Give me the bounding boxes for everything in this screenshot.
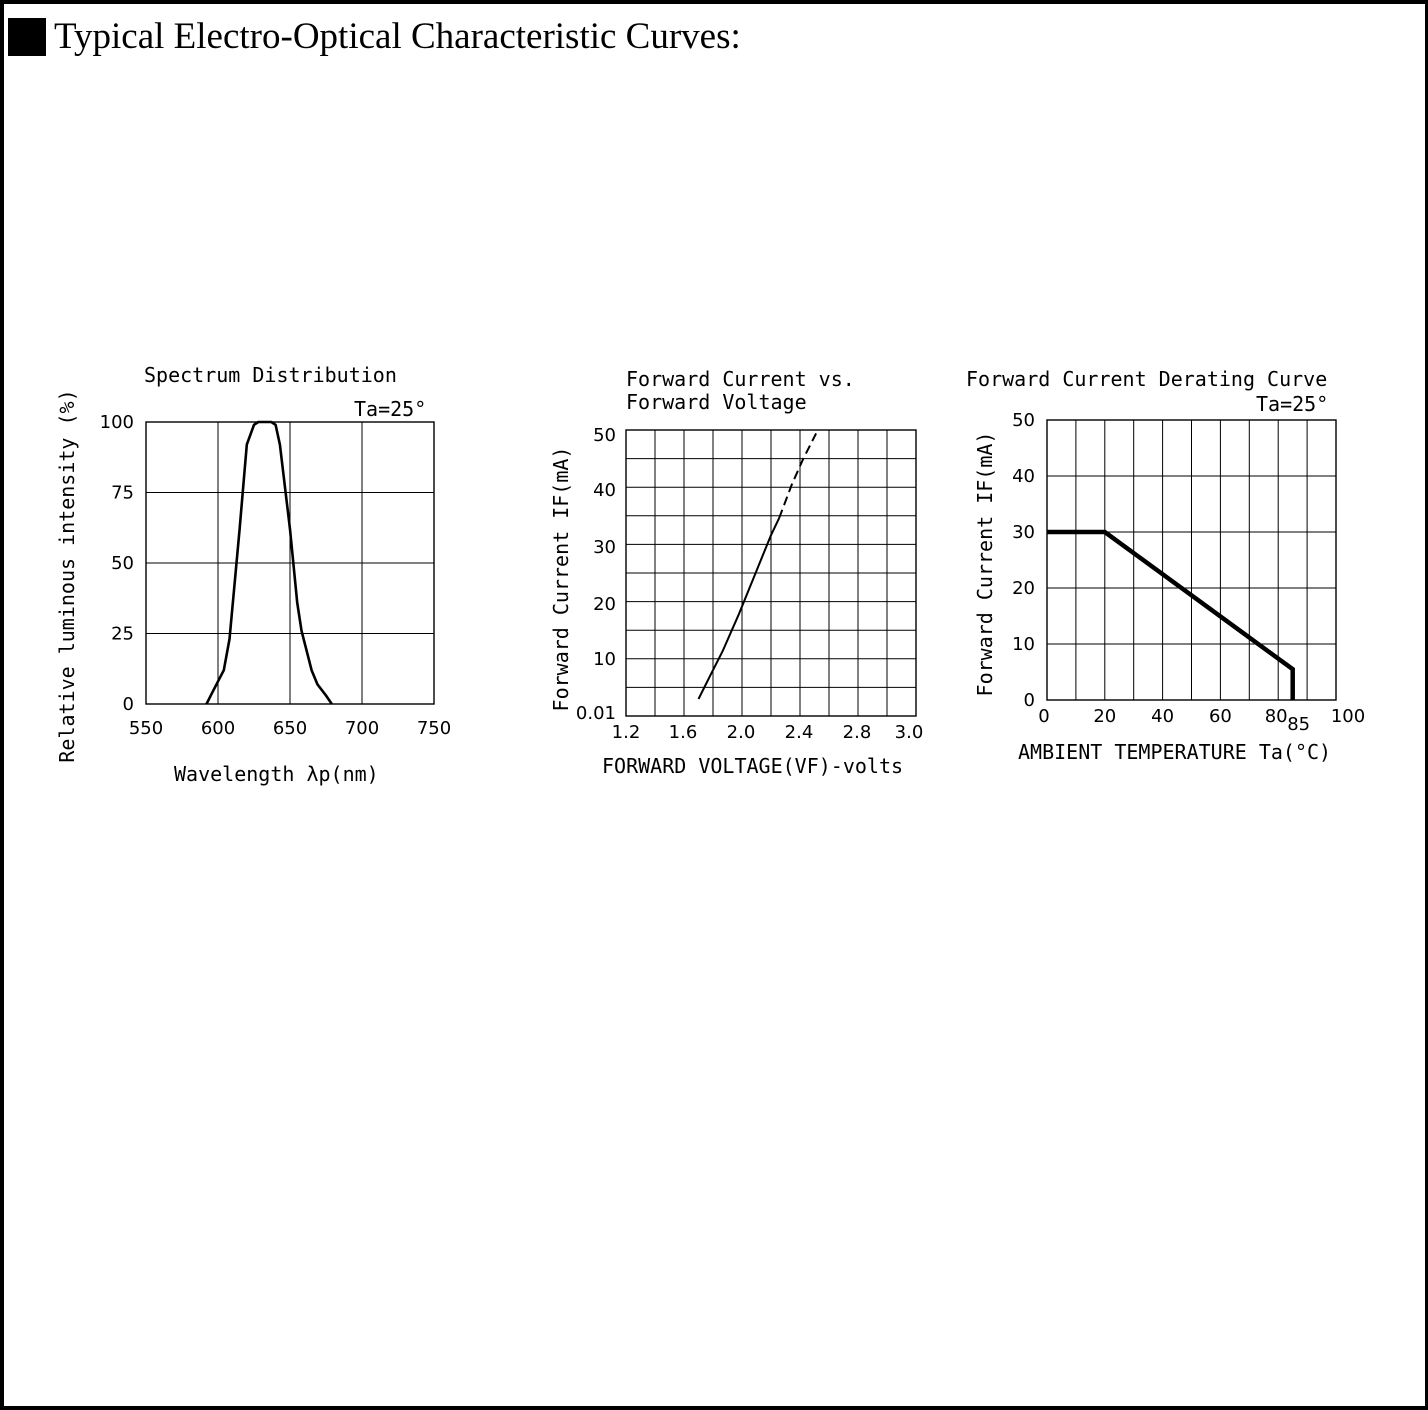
heading-bullet-square	[8, 18, 46, 56]
chart2-ylabel: Forward Current IF(mA)	[549, 447, 573, 712]
chart1-ytick-label: 100	[100, 412, 134, 433]
chart3-ytick-label: 50	[1012, 410, 1035, 431]
chart2-xtick-label: 2.4	[785, 722, 814, 743]
chart1-ytick-label: 25	[111, 624, 134, 645]
chart3-ytick-label: 30	[1012, 522, 1035, 543]
spectrum-distribution-chart: Spectrum Distribution Ta=25° Relative lu…	[55, 363, 451, 786]
chart3-annotation: Ta=25°	[1256, 392, 1328, 416]
chart3-xlabel: AMBIENT TEMPERATURE Ta(°C)	[1018, 740, 1331, 764]
chart2-ytick-label: 20	[593, 594, 616, 615]
chart1-spectrum-curve	[205, 420, 333, 705]
chart2-ytick-label: 0.01	[576, 703, 616, 724]
chart1-ylabel: Relative luminous intensity (%)	[55, 389, 79, 762]
chart2-ytick-label: 40	[593, 480, 616, 501]
chart1-xtick-label: 650	[273, 718, 307, 739]
chart1-ytick-label: 0	[123, 694, 134, 715]
chart3-xtick-label: 0	[1038, 706, 1049, 727]
heading-text: Typical Electro-Optical Characteristic C…	[54, 16, 741, 57]
chart3-xtick-label: 20	[1093, 706, 1116, 727]
chart3-ytick-label: 10	[1012, 634, 1035, 655]
chart2-xtick-label: 1.6	[669, 722, 698, 743]
chart3-xtick-label: 100	[1331, 706, 1365, 727]
chart1-xtick-label: 600	[201, 718, 235, 739]
chart3-derating-curve	[1047, 529, 1295, 700]
chart3-xtick-label: 85	[1287, 714, 1310, 735]
chart1-xtick-label: 550	[129, 718, 163, 739]
chart2-xlabel: FORWARD VOLTAGE(VF)-volts	[602, 754, 903, 778]
chart1-xtick-label: 700	[345, 718, 379, 739]
chart3-ylabel: Forward Current IF(mA)	[973, 432, 997, 697]
forward-current-vs-voltage-chart: Forward Current vs. Forward Voltage Forw…	[549, 367, 924, 778]
chart1-xtick-label: 750	[417, 718, 451, 739]
chart3-xtick-label: 40	[1151, 706, 1174, 727]
chart3-ytick-label: 40	[1012, 466, 1035, 487]
chart2-iv-curve-dashed	[778, 432, 817, 519]
chart2-ytick-label: 50	[593, 425, 616, 446]
chart2-ytick-label: 10	[593, 649, 616, 670]
chart3-ytick-label: 20	[1012, 578, 1035, 599]
chart2-xtick-label: 1.2	[612, 722, 641, 743]
chart2-xtick-label: 2.0	[727, 722, 756, 743]
chart2-ytick-label: 30	[593, 537, 616, 558]
chart1-ytick-label: 50	[111, 553, 134, 574]
chart3-title: Forward Current Derating Curve	[966, 367, 1327, 391]
chart1-title: Spectrum Distribution	[144, 363, 397, 387]
page-heading: Typical Electro-Optical Characteristic C…	[8, 16, 741, 58]
chart1-xlabel: Wavelength λp(nm)	[174, 762, 379, 786]
chart1-ytick-label: 75	[111, 483, 134, 504]
forward-current-derating-chart: Forward Current Derating Curve Ta=25° Fo…	[966, 367, 1365, 764]
chart2-title-line1: Forward Current vs.	[626, 367, 855, 391]
chart2-title-line2: Forward Voltage	[626, 390, 807, 414]
chart3-xtick-label: 60	[1209, 706, 1232, 727]
chart3-xtick-label: 80	[1265, 706, 1288, 727]
chart3-ytick-label: 0	[1024, 690, 1035, 711]
chart1-annotation: Ta=25°	[354, 397, 426, 421]
chart2-iv-curve-solid	[697, 517, 781, 700]
chart2-xtick-label: 3.0	[895, 722, 924, 743]
chart2-xtick-label: 2.8	[843, 722, 872, 743]
